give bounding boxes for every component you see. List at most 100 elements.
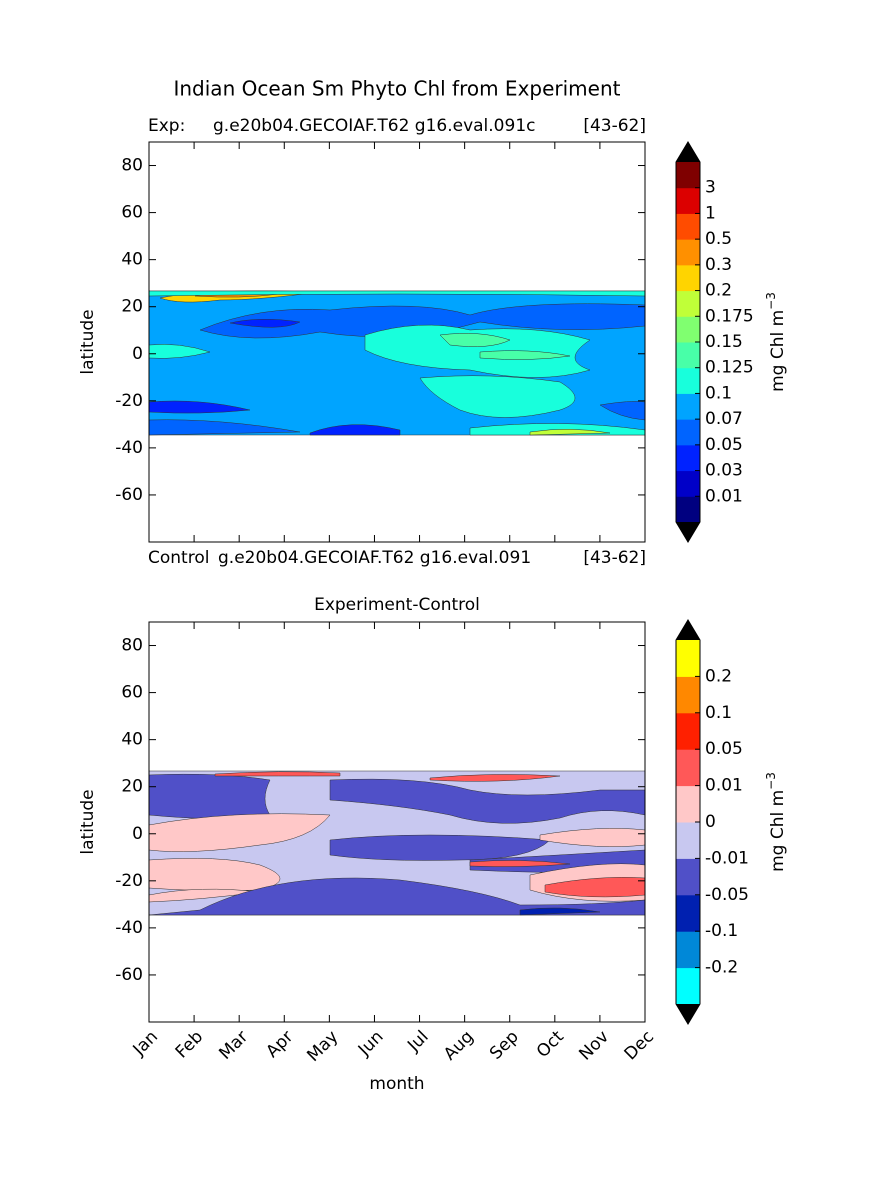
colorbar-tick-label: -0.2 (705, 958, 738, 978)
colorbar-tick-label: 0.07 (705, 409, 743, 429)
colorbar-segment (676, 419, 700, 446)
colorbar-segment (676, 444, 700, 472)
x-tick-label: Jun (354, 1027, 388, 1061)
y-tick-label: 20 (121, 777, 143, 797)
colorbar-tick-label: -0.01 (705, 848, 749, 868)
contour-field (149, 770, 645, 916)
axes-frame (148, 621, 646, 1023)
x-tick-label: Mar (215, 1027, 252, 1064)
subtitle-left: Control (148, 548, 209, 568)
colorbar-segment (676, 496, 700, 523)
colorbar-segment (676, 342, 700, 369)
y-tick-label: 60 (121, 683, 143, 703)
subtitle-right: [43-62] (583, 116, 646, 136)
y-tick-label: 60 (121, 203, 143, 223)
y-tick-label: -20 (115, 391, 143, 411)
colorbar-segment (676, 749, 700, 787)
x-tick-label: Sep (486, 1027, 523, 1064)
x-tick-label: Oct (533, 1027, 568, 1062)
colorbar-segment (676, 239, 700, 266)
colorbar-segment (676, 967, 700, 1005)
x-tick-label: Dec (621, 1027, 658, 1064)
colorbar-tick-label: 0.2 (705, 666, 732, 686)
colorbar-tick-label: 0.1 (705, 383, 732, 403)
colorbar-extend-bottom (676, 1004, 700, 1024)
colorbar-tick-label: 0.1 (705, 703, 732, 723)
x-tick-label: May (303, 1027, 342, 1066)
colorbar-segment (676, 393, 700, 420)
colorbar-tick-label: 0.5 (705, 229, 732, 249)
subtitle-center: g.e20b04.GECOIAF.T62 g16.eval.091c (213, 116, 535, 136)
colorbar-segment (676, 316, 700, 343)
colorbar-segment (676, 290, 700, 317)
colorbar-segment (676, 213, 700, 240)
contour-field (149, 290, 645, 436)
colorbar-segment (676, 470, 700, 497)
colorbar-extend-top (676, 142, 700, 162)
colorbar-tick-label: 0.05 (705, 739, 743, 759)
y-tick-label: 20 (121, 297, 143, 317)
x-tick-label: Aug (440, 1027, 478, 1065)
y-tick-label: 40 (121, 730, 143, 750)
colorbar-label-text: mg Chl m (768, 790, 788, 872)
y-axis-label: latitude (78, 789, 98, 854)
colorbar-tick-label: 0.03 (705, 461, 743, 481)
y-tick-label: 80 (121, 156, 143, 176)
y-axis-label: latitude (78, 309, 98, 374)
y-tick-label: -60 (115, 965, 143, 985)
y-tick-label: -60 (115, 485, 143, 505)
colorbar-segment (676, 640, 700, 677)
colorbar-outline (675, 141, 701, 543)
colorbar-segment (676, 894, 700, 932)
colorbar-tick-label: 0.2 (705, 281, 732, 301)
colorbar-tick-label: 0.15 (705, 332, 743, 352)
colorbar-segment (676, 785, 700, 823)
colorbar-tick-label: -0.1 (705, 921, 738, 941)
colorbar-segment (676, 162, 700, 189)
x-tick-label: Jan (129, 1027, 162, 1060)
colorbar-label-exponent: −3 (764, 772, 778, 790)
colorbar-segment (676, 367, 700, 394)
colorbar-tick-label: 0.175 (705, 306, 754, 326)
colorbar-tick-label: -0.05 (705, 885, 749, 905)
colorbar-tick-label: 1 (705, 203, 716, 223)
colorbar-segment (676, 676, 700, 714)
colorbar-extend-bottom (676, 522, 700, 542)
y-tick-label: 40 (121, 250, 143, 270)
chart-title: Experiment-Control (314, 595, 480, 615)
colorbar-tick-label: 0.3 (705, 255, 732, 275)
colorbar-label-text: mg Chl m (768, 310, 788, 392)
y-tick-label: 0 (132, 824, 143, 844)
x-tick-label: Apr (262, 1027, 297, 1062)
colorbar-segment (676, 712, 700, 750)
subtitle-center: g.e20b04.GECOIAF.T62 g16.eval.091 (218, 548, 531, 568)
x-tick-label: Jul (403, 1027, 432, 1056)
colorbar-outline (675, 619, 701, 1025)
colorbar-segment (676, 858, 700, 896)
colorbar-tick-label: 0.01 (705, 486, 743, 506)
colorbar-tick-label: 0 (705, 812, 716, 832)
colorbar-segment (676, 931, 700, 969)
x-tick-label: Feb (172, 1027, 207, 1062)
subtitle-right: [43-62] (583, 548, 646, 568)
y-tick-label: -40 (115, 918, 143, 938)
colorbar-segment (676, 187, 700, 214)
colorbar-segment (676, 264, 700, 292)
y-tick-label: -40 (115, 438, 143, 458)
chart-title: Indian Ocean Sm Phyto Chl from Experimen… (173, 77, 620, 101)
colorbar-tick-label: 0.05 (705, 435, 743, 455)
colorbar-label: mg Chl m−3 (764, 772, 789, 872)
colorbar-segment (676, 822, 700, 859)
colorbar-extend-top (676, 620, 700, 640)
colorbar-tick-label: 3 (705, 178, 716, 198)
y-tick-label: 80 (121, 636, 143, 656)
colorbar-tick-label: 0.01 (705, 776, 743, 796)
y-tick-label: 0 (132, 344, 143, 364)
x-axis-label: month (369, 1074, 424, 1094)
x-tick-label: Nov (575, 1027, 613, 1065)
colorbar-label: mg Chl m−3 (764, 292, 789, 392)
subtitle-left: Exp: (148, 116, 185, 136)
colorbar-label-exponent: −3 (764, 292, 778, 310)
